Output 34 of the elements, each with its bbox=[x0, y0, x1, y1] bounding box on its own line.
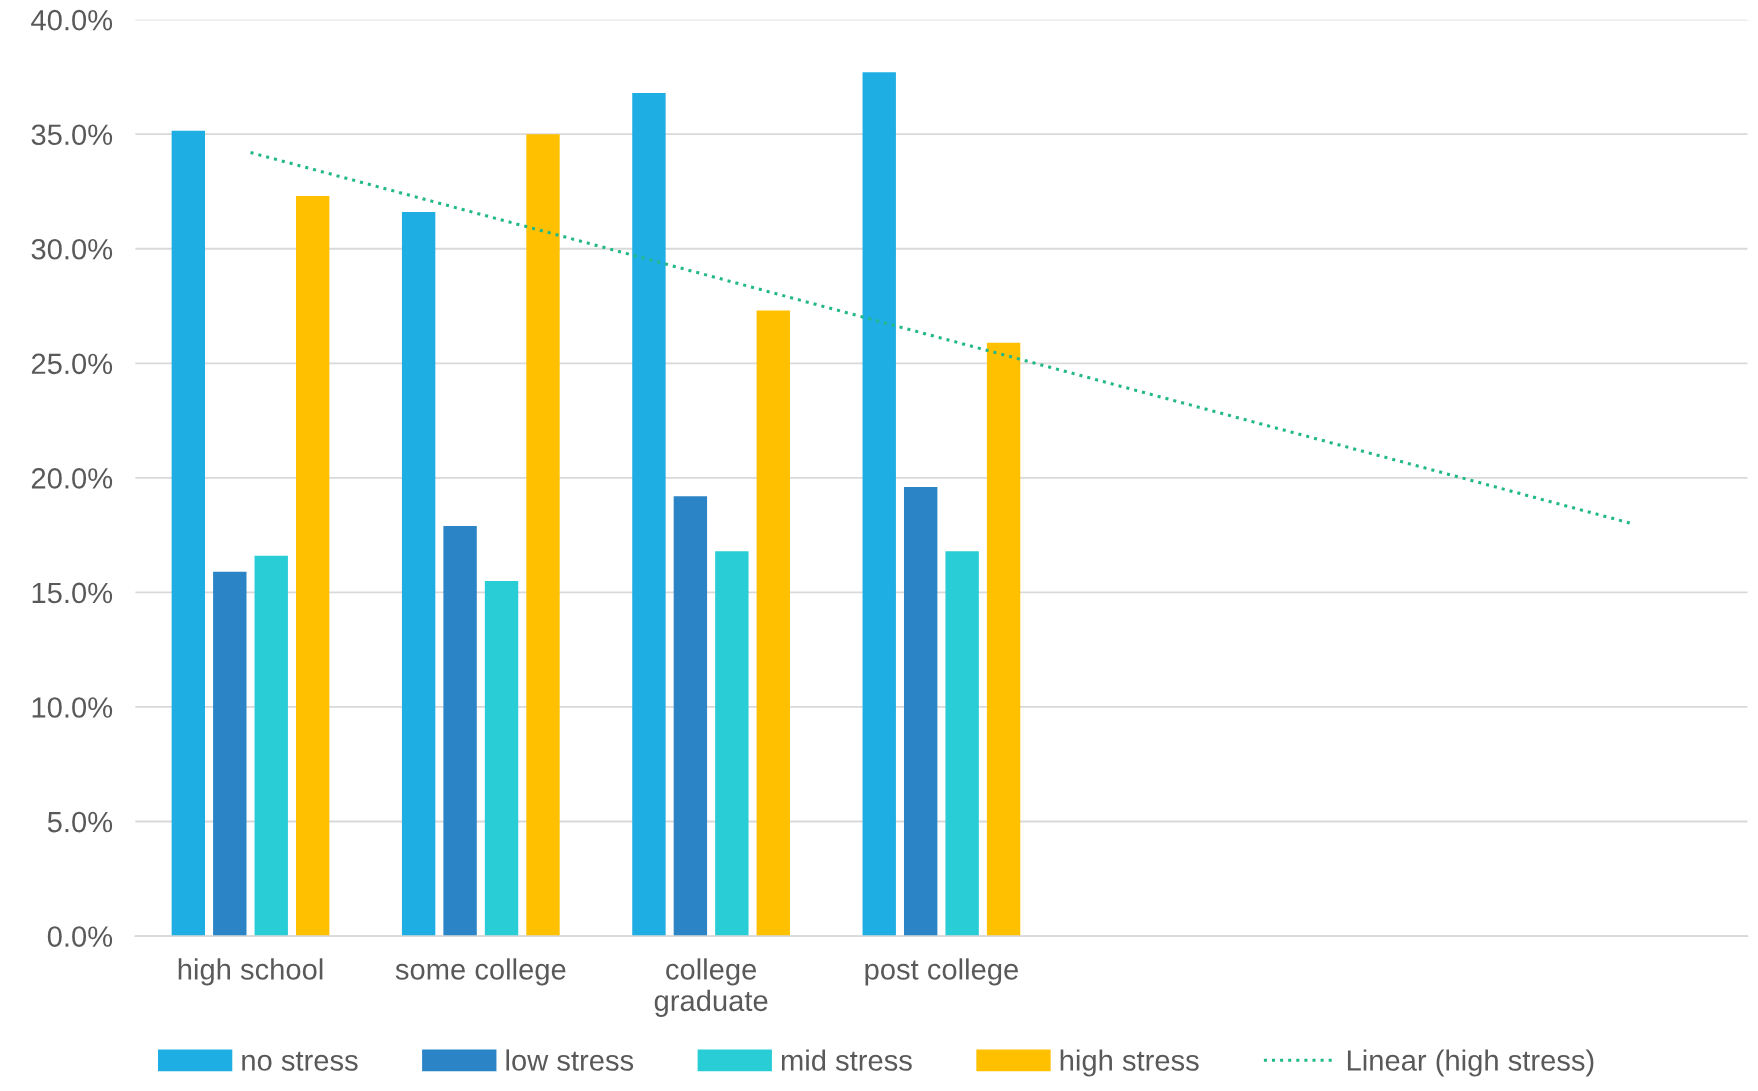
bar bbox=[673, 496, 708, 937]
bar bbox=[715, 551, 749, 937]
bar bbox=[401, 212, 436, 937]
y-tick-label: 40.0% bbox=[31, 9, 113, 31]
bar bbox=[484, 580, 519, 937]
x-tick-label: college graduate bbox=[654, 958, 768, 1017]
x-tick-label: post college bbox=[865, 958, 1018, 986]
bar bbox=[526, 134, 560, 937]
y-tick-label: 35.0% bbox=[31, 124, 113, 146]
legend-label: mid stress bbox=[781, 1049, 912, 1071]
legend-label: high stress bbox=[1060, 1049, 1199, 1077]
y-tick-label: 25.0% bbox=[31, 353, 113, 375]
bar bbox=[443, 525, 477, 937]
y-tick-label: 0.0% bbox=[47, 926, 113, 947]
legend-label: low stress bbox=[506, 1049, 634, 1071]
bar bbox=[862, 72, 896, 937]
y-tick-label: 30.0% bbox=[31, 238, 113, 260]
legend-label: Linear (high stress) bbox=[1347, 1049, 1594, 1077]
x-tick-label: some college bbox=[395, 958, 566, 986]
bar bbox=[986, 342, 1021, 937]
bar bbox=[254, 555, 288, 937]
bar bbox=[296, 196, 330, 937]
bar bbox=[632, 92, 666, 937]
legend-label: no stress bbox=[242, 1051, 358, 1071]
y-tick-label: 5.0% bbox=[47, 811, 113, 833]
bar bbox=[945, 551, 979, 937]
bar bbox=[213, 571, 247, 937]
y-tick-label: 10.0% bbox=[32, 697, 113, 718]
y-tick-label: 15.0% bbox=[32, 582, 113, 604]
y-tick-label: 20.0% bbox=[31, 468, 113, 489]
bar bbox=[903, 487, 938, 937]
x-tick-label: high school bbox=[178, 958, 323, 986]
bar bbox=[171, 130, 206, 937]
bar bbox=[756, 310, 790, 937]
